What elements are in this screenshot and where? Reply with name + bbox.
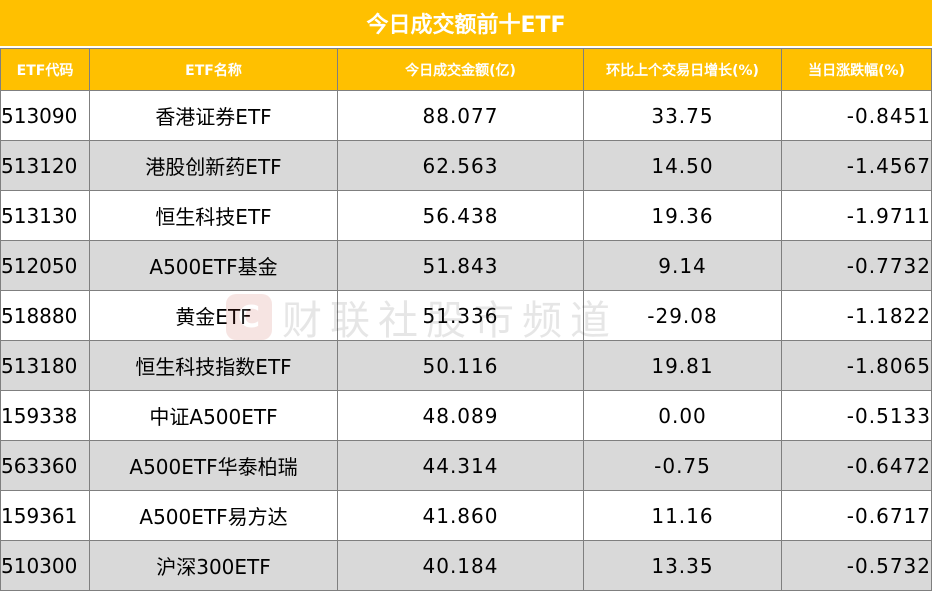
etf-amount: 51.336	[337, 290, 584, 341]
etf-growth: -29.08	[583, 290, 782, 341]
table-row: 513180 恒生科技指数ETF 50.116 19.81 -1.8065	[0, 340, 932, 391]
etf-change: -1.4567	[781, 140, 932, 191]
etf-change: -0.6717	[781, 490, 932, 541]
etf-name: 恒生科技指数ETF	[89, 340, 338, 391]
table-title: 今日成交额前十ETF	[0, 0, 932, 48]
table-row: 512050 A500ETF基金 51.843 9.14 -0.7732	[0, 240, 932, 291]
etf-name: A500ETF华泰柏瑞	[89, 440, 338, 491]
etf-code: 518880	[0, 290, 90, 341]
table-row: 513090 香港证券ETF 88.077 33.75 -0.8451	[0, 90, 932, 141]
etf-growth: 13.35	[583, 540, 782, 591]
etf-growth: 11.16	[583, 490, 782, 541]
table-row: 159338 中证A500ETF 48.089 0.00 -0.5133	[0, 390, 932, 441]
etf-change: -0.6472	[781, 440, 932, 491]
etf-amount: 62.563	[337, 140, 584, 191]
etf-amount: 50.116	[337, 340, 584, 391]
etf-code: 512050	[0, 240, 90, 291]
etf-change: -1.1822	[781, 290, 932, 341]
table-row: 563360 A500ETF华泰柏瑞 44.314 -0.75 -0.6472	[0, 440, 932, 491]
table-row: 510300 沪深300ETF 40.184 13.35 -0.5732	[0, 540, 932, 591]
etf-growth: 14.50	[583, 140, 782, 191]
etf-change: -1.9711	[781, 190, 932, 241]
table-row: 513120 港股创新药ETF 62.563 14.50 -1.4567	[0, 140, 932, 191]
etf-code: 513090	[0, 90, 90, 141]
etf-growth: 9.14	[583, 240, 782, 291]
etf-name: A500ETF基金	[89, 240, 338, 291]
etf-growth: 19.36	[583, 190, 782, 241]
etf-code: 159361	[0, 490, 90, 541]
etf-name: 恒生科技ETF	[89, 190, 338, 241]
etf-growth: -0.75	[583, 440, 782, 491]
etf-name: 黄金ETF	[89, 290, 338, 341]
etf-name: A500ETF易方达	[89, 490, 338, 541]
etf-code: 159338	[0, 390, 90, 441]
col-header-growth: 环比上个交易日增长(%)	[583, 48, 782, 91]
etf-name: 香港证券ETF	[89, 90, 338, 141]
etf-amount: 44.314	[337, 440, 584, 491]
etf-code: 510300	[0, 540, 90, 591]
etf-amount: 56.438	[337, 190, 584, 241]
col-header-code: ETF代码	[0, 48, 90, 91]
etf-amount: 88.077	[337, 90, 584, 141]
etf-code: 513130	[0, 190, 90, 241]
etf-name: 港股创新药ETF	[89, 140, 338, 191]
etf-change: -0.5732	[781, 540, 932, 591]
etf-growth: 0.00	[583, 390, 782, 441]
table-row: 159361 A500ETF易方达 41.860 11.16 -0.6717	[0, 490, 932, 541]
col-header-name: ETF名称	[89, 48, 338, 91]
etf-table: ETF代码 ETF名称 今日成交金额(亿) 环比上个交易日增长(%) 当日涨跌幅…	[0, 48, 932, 591]
col-header-change: 当日涨跌幅(%)	[781, 48, 932, 91]
etf-change: -0.7732	[781, 240, 932, 291]
etf-amount: 51.843	[337, 240, 584, 291]
etf-name: 中证A500ETF	[89, 390, 338, 441]
etf-amount: 40.184	[337, 540, 584, 591]
etf-amount: 41.860	[337, 490, 584, 541]
etf-change: -0.8451	[781, 90, 932, 141]
etf-code: 513120	[0, 140, 90, 191]
table-row: 513130 恒生科技ETF 56.438 19.36 -1.9711	[0, 190, 932, 241]
etf-code: 513180	[0, 340, 90, 391]
etf-growth: 19.81	[583, 340, 782, 391]
etf-name: 沪深300ETF	[89, 540, 338, 591]
header-row: ETF代码 ETF名称 今日成交金额(亿) 环比上个交易日增长(%) 当日涨跌幅…	[0, 48, 932, 91]
table-row: 518880 黄金ETF 51.336 -29.08 -1.1822	[0, 290, 932, 341]
etf-change: -0.5133	[781, 390, 932, 441]
col-header-amount: 今日成交金额(亿)	[337, 48, 584, 91]
etf-growth: 33.75	[583, 90, 782, 141]
etf-code: 563360	[0, 440, 90, 491]
etf-change: -1.8065	[781, 340, 932, 391]
etf-amount: 48.089	[337, 390, 584, 441]
